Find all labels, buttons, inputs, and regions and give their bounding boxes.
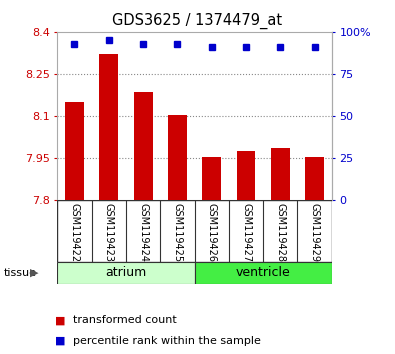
Text: atrium: atrium <box>105 267 147 279</box>
Text: ▶: ▶ <box>30 268 39 278</box>
Text: tissue: tissue <box>4 268 37 278</box>
Bar <box>57 262 195 284</box>
Text: GDS3625 / 1374479_at: GDS3625 / 1374479_at <box>113 12 282 29</box>
Text: GSM119429: GSM119429 <box>310 203 320 262</box>
Text: ventricle: ventricle <box>236 267 291 279</box>
Text: GSM119428: GSM119428 <box>275 203 285 262</box>
Bar <box>237 151 256 200</box>
Bar <box>134 92 152 200</box>
Bar <box>202 156 221 200</box>
Bar <box>168 115 187 200</box>
Text: GSM119422: GSM119422 <box>70 203 79 262</box>
Text: GSM119427: GSM119427 <box>241 203 251 262</box>
Text: transformed count: transformed count <box>73 315 177 325</box>
Bar <box>99 54 118 200</box>
Text: GSM119424: GSM119424 <box>138 203 148 262</box>
Text: GSM119423: GSM119423 <box>104 203 114 262</box>
Text: percentile rank within the sample: percentile rank within the sample <box>73 336 261 346</box>
Text: GSM119425: GSM119425 <box>172 203 182 262</box>
Text: ■: ■ <box>55 315 66 325</box>
Text: GSM119426: GSM119426 <box>207 203 217 262</box>
Bar <box>65 102 84 200</box>
Bar <box>271 148 290 200</box>
Bar <box>195 262 332 284</box>
Bar <box>305 158 324 200</box>
Text: ■: ■ <box>55 336 66 346</box>
